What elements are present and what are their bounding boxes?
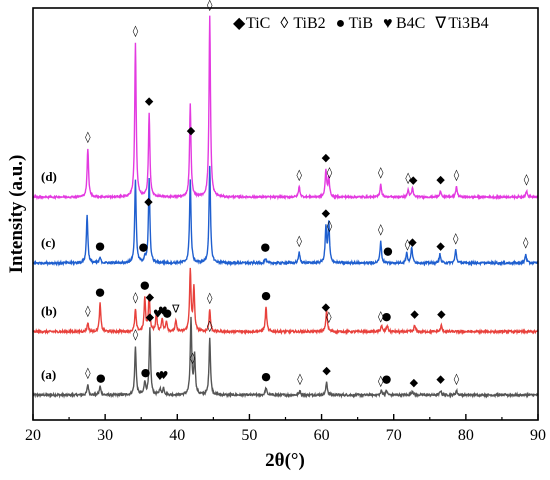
x-tick-label: 20 — [25, 427, 41, 444]
phase-marker-tic: ◆ — [322, 364, 331, 377]
phase-marker-tic: ◆ — [322, 206, 331, 219]
x-tick-label: 90 — [530, 427, 546, 444]
legend-symbol-ti3b4: ∇ — [434, 15, 446, 32]
x-tick-label: 60 — [314, 427, 330, 444]
phase-marker-tic: ◆ — [145, 95, 154, 108]
phase-marker-tic: ◆ — [436, 240, 445, 253]
phase-marker-tib2: ◊ — [524, 173, 530, 186]
legend: ◆ TiC ◊ TiB2 ● TiB ♥ B4C ∇ Ti3B4 — [233, 15, 489, 32]
phase-marker-tic: ◆ — [144, 195, 153, 208]
x-tick-label: 80 — [458, 427, 474, 444]
phase-marker-tic: ◆ — [146, 310, 155, 323]
legend-label-tib: TiB — [349, 15, 373, 32]
series-label: (a) — [41, 367, 56, 382]
phase-marker-tib2: ◊ — [207, 319, 213, 332]
phase-marker-tib: ● — [260, 241, 270, 254]
phase-marker-b4c: ♥ — [158, 305, 168, 318]
x-tick-label: 40 — [169, 427, 185, 444]
phase-marker-tib: ● — [162, 307, 172, 320]
phase-marker-tic: ◆ — [322, 301, 331, 314]
phase-marker-tib: ● — [383, 245, 393, 258]
phase-marker-tib2: ◊ — [133, 328, 139, 341]
phase-marker-tib2: ◊ — [378, 166, 384, 179]
phase-marker-tic: ◆ — [146, 290, 155, 303]
phase-marker-tib: ● — [139, 241, 149, 254]
x-tick-label: 30 — [97, 427, 113, 444]
phase-marker-b4c: ♥ — [159, 369, 169, 382]
phase-marker-tib: ● — [141, 366, 151, 379]
phase-marker-tib2: ◊ — [453, 232, 459, 245]
phase-marker-tib: ● — [140, 278, 150, 291]
phase-marker-tib2: ◊ — [85, 131, 91, 144]
phase-marker-b4c: ♥ — [153, 308, 163, 321]
legend-label-tic: TiC — [246, 15, 270, 32]
phase-marker-tic: ◆ — [410, 376, 419, 389]
phase-marker-tib: ● — [261, 289, 271, 302]
curve-labels-layer: (a) (b) (c) (d) — [41, 169, 57, 382]
phase-marker-tic: ◆ — [436, 373, 445, 386]
phase-marker-tib2: ◊ — [296, 234, 302, 247]
series-label: (b) — [41, 304, 57, 319]
x-tick-label: 50 — [241, 427, 257, 444]
phase-marker-tib2: ◊ — [85, 366, 91, 379]
legend-symbol-tib2: ◊ — [280, 15, 288, 32]
phase-marker-tib2: ◊ — [297, 373, 303, 386]
phase-marker-tic: ◆ — [410, 307, 419, 320]
phase-marker-tib2: ◊ — [85, 305, 91, 318]
phase-marker-tib2: ◊ — [454, 168, 460, 181]
phase-marker-tib2: ◊ — [454, 373, 460, 386]
phase-marker-tib2: ◊ — [378, 310, 384, 323]
phase-marker-tib2: ◊ — [523, 236, 529, 249]
phase-marker-tib: ● — [95, 239, 105, 252]
phase-marker-tib2: ◊ — [327, 220, 333, 233]
legend-label-ti3b4: Ti3B4 — [448, 15, 488, 32]
legend-label-b4c: B4C — [396, 15, 425, 32]
phase-marker-tib: ● — [95, 285, 105, 298]
phase-marker-tib: ● — [96, 372, 106, 385]
phase-marker-tib2: ◊ — [327, 166, 333, 179]
phase-marker-tib2: ◊ — [378, 374, 384, 387]
phase-marker-tib: ● — [382, 372, 392, 385]
legend-symbol-b4c: ♥ — [383, 15, 393, 32]
phase-marker-tic: ◆ — [409, 174, 418, 187]
phase-marker-tib2: ◊ — [190, 352, 196, 365]
phase-marker-tib2: ◊ — [133, 291, 139, 304]
series-line-2 — [32, 165, 539, 267]
x-axis-ticks: 20 30 40 50 60 70 80 90 — [25, 414, 546, 444]
series-line-1 — [32, 267, 539, 336]
phase-marker-tic: ◆ — [322, 151, 331, 164]
series-line-0 — [32, 316, 539, 399]
phase-marker-tib2: ◊ — [378, 223, 384, 236]
curves-layer — [32, 15, 539, 399]
phase-marker-tic: ◆ — [187, 124, 196, 137]
phase-marker-tib2: ◊ — [207, 291, 213, 304]
phase-marker-tic: ◆ — [408, 235, 417, 248]
phase-marker-ti3b4: ∇ — [171, 302, 180, 315]
phase-marker-tib2: ◊ — [133, 25, 139, 38]
x-axis-label: 2θ(°) — [265, 450, 305, 471]
phase-marker-tib2: ◊ — [326, 311, 332, 324]
phase-marker-tib2: ◊ — [296, 168, 302, 181]
markers-layer: ◊ ●◊●◆♥♥◊◊● ◊◆◊● ◆ ◆ ◊◊● ◊●◆♥♥● ∇◊ ●◆◊ ◊● ◆ ◆● ●◆● ◊◆… — [85, 0, 530, 389]
phase-marker-tib2: ◊ — [405, 172, 411, 185]
phase-marker-tib: ● — [382, 310, 392, 323]
phase-marker-tib2: ◊ — [207, 0, 213, 11]
y-axis-label: Intensity (a.u.) — [6, 155, 27, 274]
series-line-3 — [32, 15, 539, 201]
legend-label-tib2: TiB2 — [293, 15, 325, 32]
x-tick-label: 70 — [386, 427, 402, 444]
series-label: (d) — [41, 169, 57, 184]
series-label: (c) — [41, 235, 55, 250]
legend-symbol-tib: ● — [336, 15, 346, 32]
phase-marker-tic: ◆ — [437, 307, 446, 320]
phase-marker-tib2: ◊ — [405, 238, 411, 251]
phase-marker-tic: ◆ — [436, 173, 445, 186]
phase-marker-b4c: ♥ — [155, 370, 165, 383]
legend-symbol-tic: ◆ — [233, 15, 246, 32]
phase-marker-tib: ● — [261, 370, 271, 383]
